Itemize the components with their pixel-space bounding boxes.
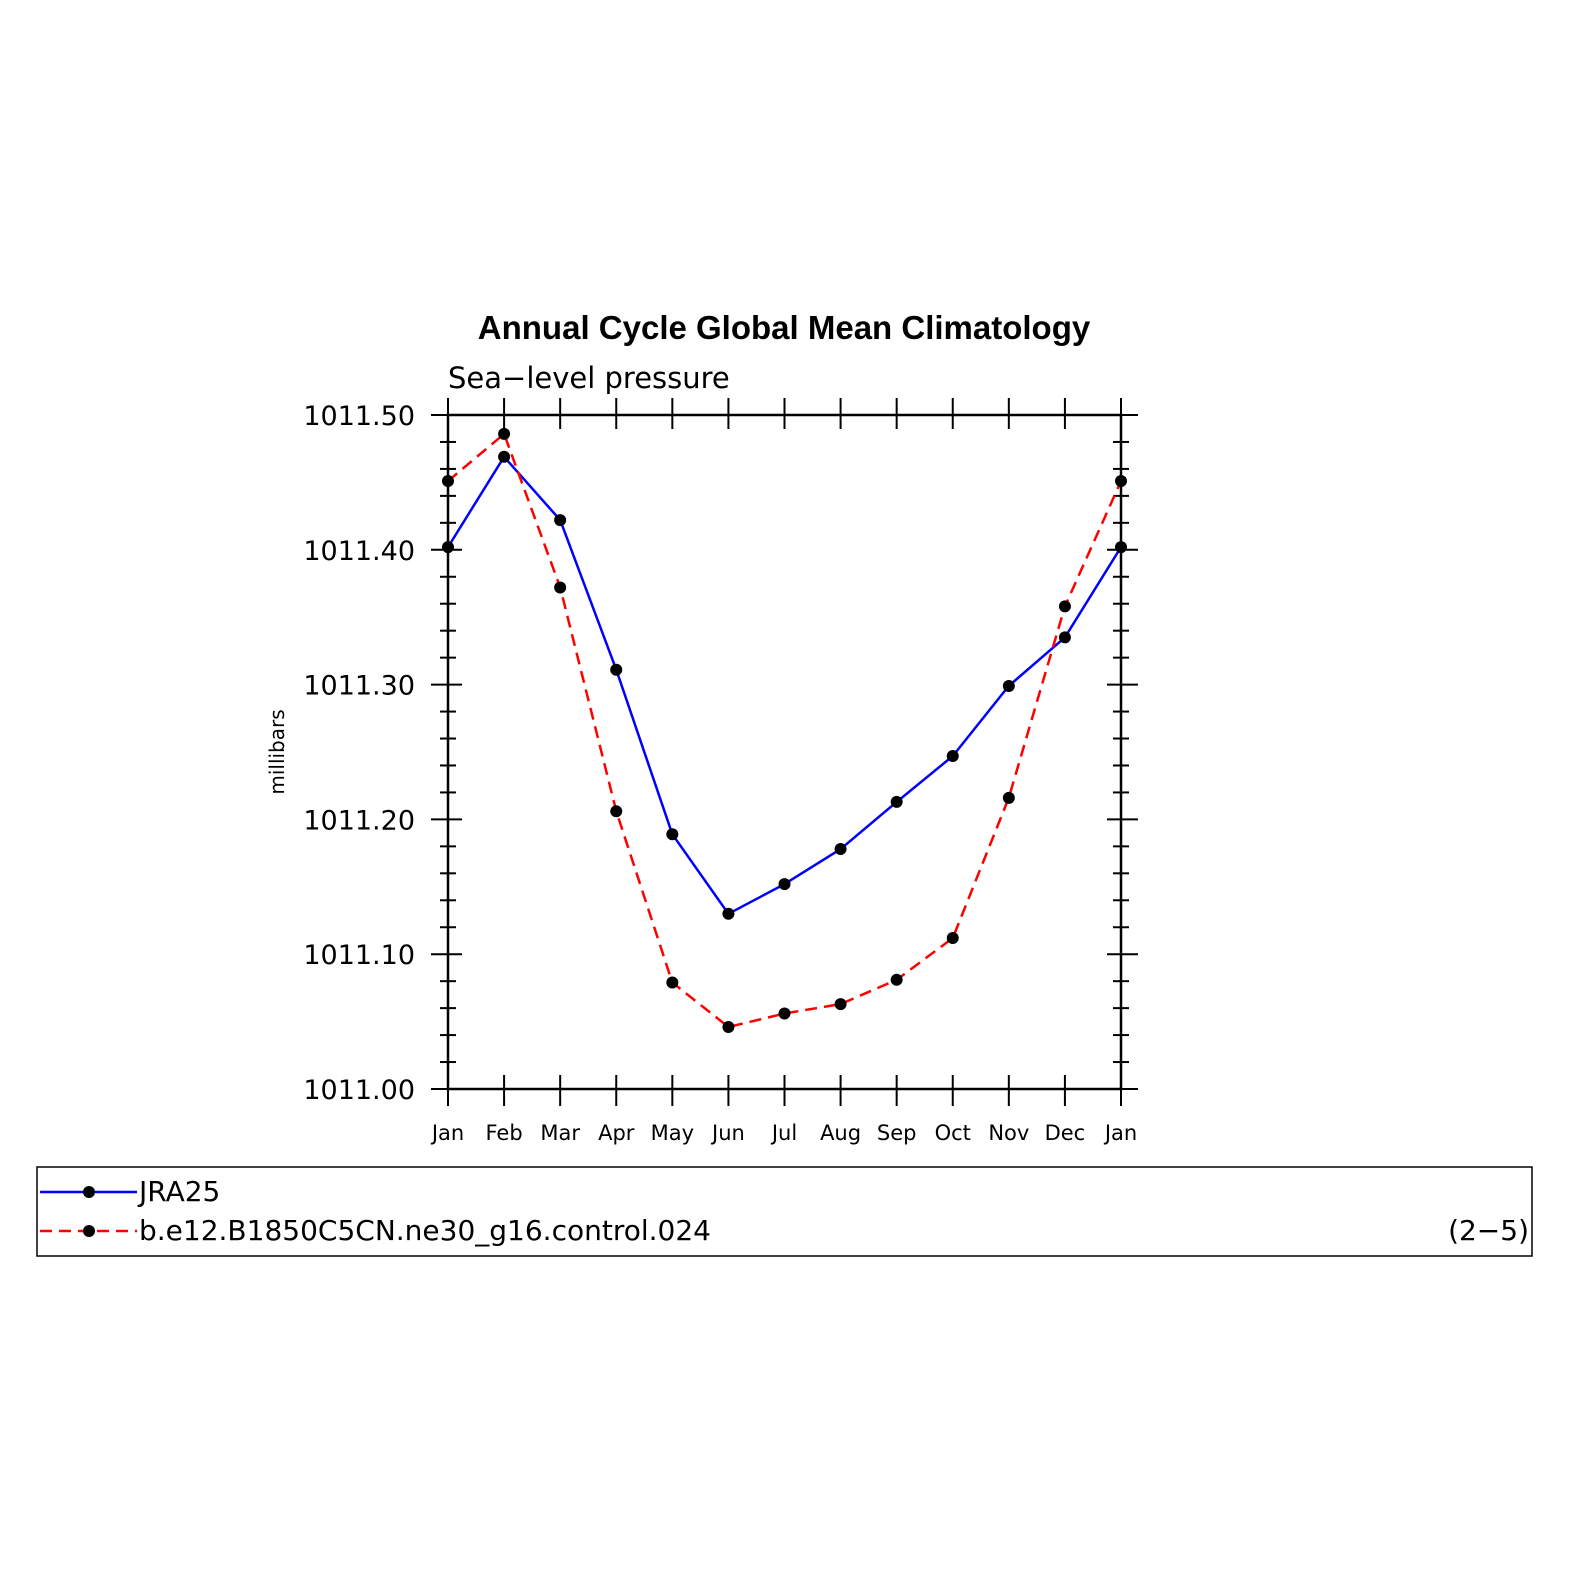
legend-marker-control <box>83 1225 95 1237</box>
data-point-series-1 <box>1058 600 1071 613</box>
legend: JRA25 b.e12.B1850C5CN.ne30_g16.control.0… <box>36 1166 1533 1257</box>
data-point-series-0 <box>890 795 903 808</box>
y-tick-labels: 1011.00 1011.10 1011.20 1011.30 1011.40 1011.… <box>303 401 415 1106</box>
data-point-series-0 <box>834 843 847 856</box>
y-tick-label: 1011.30 <box>303 671 415 702</box>
data-point-series-1 <box>1115 475 1127 488</box>
x-tick-label: Apr <box>598 1121 635 1145</box>
y-tick-label: 1011.00 <box>303 1075 415 1106</box>
x-tick-label: Jan <box>1103 1121 1137 1145</box>
data-point-series-1 <box>834 998 847 1011</box>
legend-label-control: b.e12.B1850C5CN.ne30_g16.control.024 <box>139 1214 711 1247</box>
data-point-series-1 <box>722 1020 735 1033</box>
data-point-series-0 <box>442 541 454 554</box>
plot-border <box>446 413 1123 1091</box>
x-tick-label: Aug <box>820 1121 861 1145</box>
data-point-series-0 <box>1115 541 1127 554</box>
legend-box <box>36 1166 1533 1257</box>
data-point-series-1 <box>442 475 454 488</box>
data-point-series-0 <box>722 907 735 920</box>
x-tick-label: Nov <box>988 1121 1029 1145</box>
x-tick-label: Mar <box>540 1121 580 1145</box>
data-point-series-0 <box>610 663 623 676</box>
data-point-series-1 <box>946 932 959 945</box>
data-point-series-0 <box>778 878 791 891</box>
series-lines <box>446 432 1123 1029</box>
chart-title: Annual Cycle Global Mean Climatology <box>478 309 1091 346</box>
x-tick-label: Feb <box>485 1121 522 1145</box>
x-tick-label: Jun <box>710 1121 745 1145</box>
x-tick-label: Jul <box>770 1121 797 1145</box>
x-tick-label: May <box>651 1121 694 1145</box>
legend-label-jra25: JRA25 <box>137 1175 220 1208</box>
x-tick-label: Oct <box>935 1121 971 1145</box>
x-tick-label: Sep <box>877 1121 917 1145</box>
chart-subtitle: Sea−level pressure <box>448 361 730 395</box>
data-point-series-1 <box>1002 791 1015 804</box>
legend-marker-jra25 <box>83 1186 95 1198</box>
panel-label: (2−5) <box>1448 1214 1529 1247</box>
series-line-0 <box>446 455 1123 916</box>
data-point-series-0 <box>554 514 567 527</box>
axis-ticks <box>431 398 1138 1106</box>
data-point-series-0 <box>498 450 511 463</box>
x-tick-labels: Jan Feb Mar Apr May Jun Jul Aug Sep Oct Nov Dec Jan <box>430 1121 1137 1145</box>
x-tick-label: Dec <box>1045 1121 1086 1145</box>
plot-frame <box>446 413 1123 1091</box>
data-point-series-1 <box>554 581 567 594</box>
data-point-series-0 <box>666 828 679 841</box>
series-line-1 <box>447 432 1123 1029</box>
data-point-series-1 <box>610 805 623 818</box>
data-point-series-1 <box>890 973 903 986</box>
y-tick-label: 1011.40 <box>303 536 415 567</box>
data-point-series-1 <box>666 976 679 989</box>
data-point-series-1 <box>778 1007 791 1020</box>
data-point-series-0 <box>1058 631 1071 644</box>
y-tick-label: 1011.50 <box>303 401 415 432</box>
y-axis-label: millibars <box>265 709 289 794</box>
data-point-series-0 <box>946 750 959 763</box>
data-point-series-1 <box>498 427 511 440</box>
series-points <box>442 427 1127 1033</box>
data-point-series-0 <box>1002 679 1015 692</box>
y-tick-label: 1011.20 <box>303 805 415 836</box>
y-tick-label: 1011.10 <box>303 940 415 971</box>
x-tick-label: Jan <box>430 1121 464 1145</box>
